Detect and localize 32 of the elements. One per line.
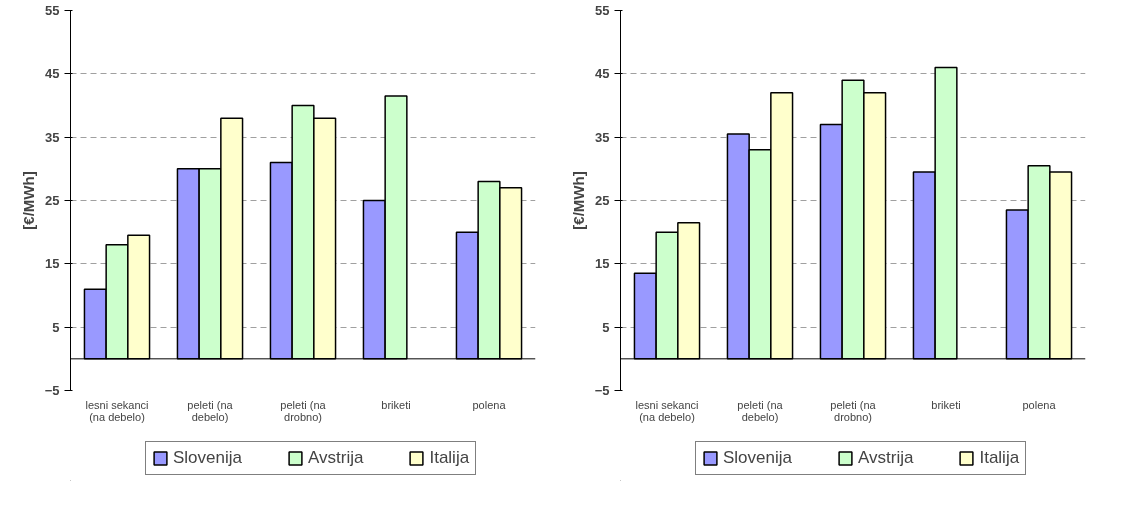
x-tick-label: peleti (na debelo) bbox=[187, 398, 234, 423]
x-tick-label: briketi bbox=[931, 398, 961, 411]
x-tick-label: polena bbox=[472, 398, 507, 411]
y-tick-label: 15 bbox=[45, 256, 60, 272]
legend-label: Avstrija bbox=[308, 448, 364, 468]
y-tick-label: −5 bbox=[44, 383, 60, 398]
y-tick-label: 25 bbox=[45, 193, 60, 208]
legend-label: Italija bbox=[429, 448, 470, 468]
y-axis-title: [€/MWh] bbox=[19, 171, 37, 230]
y-tick-label: 5 bbox=[602, 319, 610, 335]
legend-label: Slovenija bbox=[173, 448, 242, 468]
y-tick-label: 15 bbox=[595, 256, 610, 272]
legend-label: Slovenija bbox=[723, 448, 792, 468]
y-axis-title: [€/MWh] bbox=[569, 171, 587, 230]
legend-label: Italija bbox=[979, 448, 1020, 468]
y-tick-label: 45 bbox=[45, 66, 60, 82]
legend-label: Avstrija bbox=[858, 448, 914, 468]
y-tick-label: 35 bbox=[45, 129, 60, 145]
y-tick-label: 5 bbox=[52, 319, 60, 335]
y-tick-label: 45 bbox=[595, 66, 610, 82]
x-tick-label: lesni sekanci (na debelo) bbox=[635, 398, 699, 423]
x-tick-label: peleti (na drobno) bbox=[280, 398, 327, 423]
y-tick-label: −5 bbox=[594, 383, 610, 398]
y-tick-label: 35 bbox=[595, 129, 610, 145]
x-tick-label: lesni sekanci (na debelo) bbox=[85, 398, 149, 423]
y-tick-label: 55 bbox=[595, 3, 610, 18]
x-tick-label: peleti (na drobno) bbox=[830, 398, 877, 423]
y-tick-label: 55 bbox=[45, 3, 60, 18]
x-tick-label: peleti (na debelo) bbox=[737, 398, 784, 423]
y-tick-label: 25 bbox=[595, 193, 610, 208]
x-tick-label: polena bbox=[1022, 398, 1057, 411]
x-tick-label: briketi bbox=[381, 398, 411, 411]
